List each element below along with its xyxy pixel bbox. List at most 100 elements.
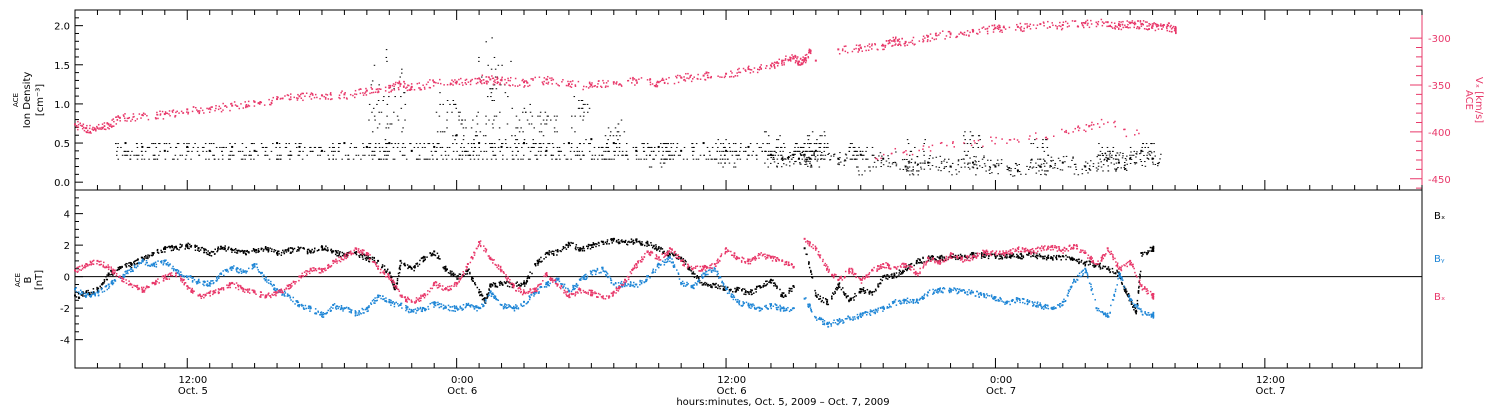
velocity-point <box>101 127 104 130</box>
b-point <box>658 245 660 248</box>
density-point <box>221 150 223 152</box>
b-point <box>468 268 470 270</box>
velocity-point <box>1136 129 1138 131</box>
density-point <box>476 135 479 137</box>
density-point <box>1008 166 1011 168</box>
velocity-point <box>1019 27 1021 29</box>
density-point <box>806 158 808 160</box>
b-point <box>523 280 525 282</box>
b-point <box>988 255 990 257</box>
density-point <box>1025 173 1027 175</box>
density-point <box>341 158 343 160</box>
b-point <box>883 274 886 277</box>
b-point <box>310 252 312 254</box>
density-point <box>187 150 190 152</box>
density-point <box>573 150 576 152</box>
density-point <box>1153 151 1155 153</box>
velocity-point <box>880 157 882 160</box>
b-point <box>311 248 313 251</box>
density-point <box>511 158 514 160</box>
velocity-point <box>612 83 615 85</box>
b-point <box>271 248 273 250</box>
b-point <box>1068 256 1071 258</box>
velocity-point <box>547 81 550 84</box>
b-point <box>1109 271 1111 274</box>
density-point <box>848 146 851 148</box>
density-point <box>171 158 174 160</box>
b-point <box>1001 258 1004 260</box>
velocity-point <box>893 39 896 41</box>
density-point <box>1012 175 1014 177</box>
velocity-point <box>705 72 708 74</box>
b-point <box>1099 262 1101 265</box>
b-point <box>292 248 294 251</box>
density-point <box>1132 154 1135 156</box>
b-point <box>322 249 324 251</box>
b-point <box>1125 289 1127 291</box>
velocity-point <box>222 109 224 111</box>
density-point <box>310 150 312 152</box>
density-point <box>347 158 349 160</box>
density-point <box>1115 162 1118 164</box>
b-point <box>255 248 258 251</box>
density-point <box>1123 161 1126 163</box>
density-point <box>725 139 727 141</box>
b-point <box>253 248 256 251</box>
velocity-point <box>398 88 400 91</box>
velocity-point <box>176 110 178 113</box>
b-point <box>484 302 487 304</box>
velocity-point <box>354 96 356 99</box>
velocity-point <box>389 86 392 88</box>
density-point <box>290 154 293 156</box>
b-point <box>601 240 604 243</box>
velocity-point <box>1155 24 1157 26</box>
density-point <box>1126 163 1128 165</box>
velocity-point <box>775 62 777 64</box>
density-point <box>1129 162 1132 164</box>
b-point <box>544 253 547 256</box>
velocity-point <box>657 81 660 84</box>
velocity-point <box>408 89 410 91</box>
b-point <box>406 264 409 266</box>
b-point <box>398 275 400 277</box>
density-point <box>1088 168 1090 170</box>
b-point <box>391 276 393 279</box>
density-point <box>728 162 731 164</box>
velocity-point <box>543 80 545 83</box>
b-point <box>211 251 213 253</box>
velocity-point <box>805 58 807 60</box>
density-point <box>1151 157 1154 160</box>
velocity-point <box>1168 30 1171 33</box>
velocity-point <box>494 81 496 84</box>
density-point <box>494 68 497 70</box>
density-point <box>652 158 654 160</box>
density-point <box>706 146 709 148</box>
velocity-point <box>773 61 776 64</box>
b-point <box>1102 265 1105 267</box>
density-point <box>820 143 822 145</box>
b-point <box>915 259 918 262</box>
velocity-point <box>253 105 256 107</box>
velocity-point <box>1107 121 1109 124</box>
b-point <box>1117 271 1120 274</box>
b-point <box>176 269 179 271</box>
velocity-point <box>1120 28 1123 31</box>
b-point <box>494 284 497 287</box>
b-point <box>717 284 719 286</box>
density-point <box>672 143 675 145</box>
b-point <box>396 277 399 280</box>
density-point <box>806 135 809 137</box>
b-point <box>899 273 902 275</box>
velocity-point <box>1065 131 1068 134</box>
velocity-point <box>1139 21 1142 23</box>
density-point <box>858 146 860 148</box>
density-point <box>869 166 871 168</box>
density-point <box>794 146 796 148</box>
velocity-point <box>410 88 412 90</box>
b-point <box>861 288 863 291</box>
density-point <box>310 146 312 148</box>
density-point <box>787 158 789 160</box>
velocity-point <box>1152 23 1155 25</box>
density-point <box>384 139 387 141</box>
density-point <box>643 158 645 160</box>
